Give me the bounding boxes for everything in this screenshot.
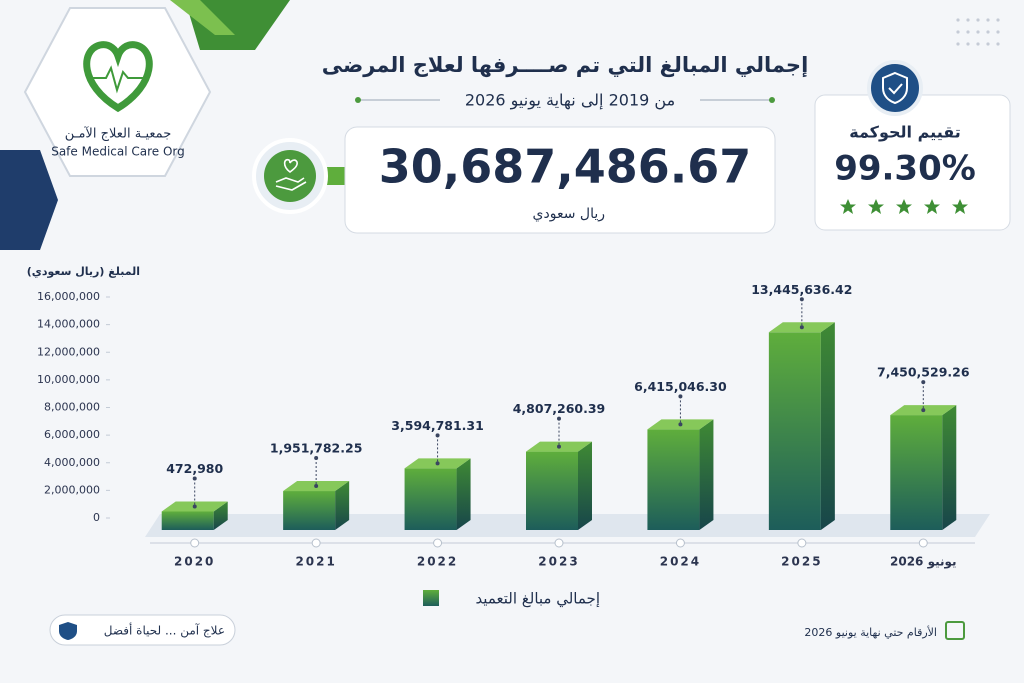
title: إجمالي المبالغ التي تم صــــرفها لعلاج ا… <box>322 53 809 78</box>
y-tick-label: 16,000,000 <box>37 290 100 303</box>
bar <box>768 322 835 530</box>
shield <box>882 71 908 105</box>
icon-hand <box>275 177 307 191</box>
bar-side <box>335 481 350 530</box>
value-label: 6,415,046.30 <box>634 379 727 394</box>
calendar-icon <box>945 621 965 640</box>
slogan-pill <box>49 614 236 646</box>
shield-icon <box>867 60 923 116</box>
currency: ريال سعودي <box>533 206 605 222</box>
bar-front <box>526 451 578 530</box>
leader-dot <box>921 408 926 413</box>
leader-dot <box>314 484 319 489</box>
total-card <box>344 126 776 234</box>
y-tick-label: 4,000,000 <box>44 456 100 469</box>
x-tick-label: 2024 <box>660 555 701 569</box>
value-label: 472,980 <box>166 461 223 476</box>
decor-dot <box>769 97 775 103</box>
y-tick-label: 0 <box>93 511 100 524</box>
bar <box>404 458 471 530</box>
x-tick-label: 2023 <box>538 555 579 569</box>
check <box>888 83 903 95</box>
leader-dot <box>192 476 197 481</box>
leader-dot <box>435 461 440 466</box>
total-value: 30,687,486.67 <box>379 140 752 194</box>
subtitle: من 2019 إلى نهاية يونيو 2026 <box>465 91 675 111</box>
leader-dot <box>921 380 926 385</box>
legend-label: إجمالي مبالغ التعميد <box>475 590 600 609</box>
leader-dot <box>678 394 683 399</box>
bar <box>283 481 350 530</box>
leader-dot <box>314 456 319 461</box>
x-tick <box>675 538 685 548</box>
slogan: علاج آمن ... لحياة أفضل <box>104 623 225 639</box>
dot-grid <box>956 18 1000 46</box>
slogan-shield <box>59 622 77 640</box>
governance-score: 99.30% <box>834 149 976 189</box>
x-tick-label: 2020 <box>174 555 215 569</box>
bar-front <box>404 468 457 530</box>
governance-label: تقييم الحوكمة <box>849 123 961 142</box>
x-tick <box>918 538 928 548</box>
bar-front <box>768 332 821 530</box>
x-tick-label: 2022 <box>417 555 458 569</box>
decor-strip <box>170 0 235 35</box>
icon-heart <box>283 158 298 174</box>
value-label: 3,594,781.31 <box>391 418 484 433</box>
y-tick-label: 2,000,000 <box>44 483 100 496</box>
x-tick-label: 2021 <box>295 555 336 569</box>
bar-front <box>161 511 214 530</box>
x-tick-label: 2025 <box>781 555 822 569</box>
bar-side <box>820 322 835 530</box>
x-tick <box>311 538 321 548</box>
plot: 0 2,000,000 4,000,000 6,000,000 8,000,000 10,… <box>37 282 970 609</box>
leader-dot <box>557 416 561 421</box>
leader-dot <box>192 504 197 509</box>
leader-dot <box>799 325 804 330</box>
x-tick <box>190 538 200 548</box>
bar <box>647 419 714 530</box>
y-tick-label: 12,000,000 <box>37 345 100 358</box>
y-tick-label: 8,000,000 <box>44 401 100 414</box>
org-name-en: Safe Medical Care Org <box>51 145 185 159</box>
icon-hand-heart <box>264 150 316 202</box>
footnote: الأرقام حتي نهاية يونيو 2026 <box>804 625 937 639</box>
bar-side <box>699 419 714 530</box>
logo-hexagon <box>23 7 212 177</box>
legend-swatch <box>423 590 439 606</box>
bar-front <box>647 429 700 530</box>
bar <box>161 501 228 530</box>
org-name-ar: جمعيـة العلاج الآمـن <box>65 126 171 142</box>
bar-side <box>942 405 957 530</box>
x-tick <box>797 538 807 548</box>
leader-dot <box>678 422 683 427</box>
value-label: 1,951,782.25 <box>270 441 363 456</box>
bar <box>526 441 592 530</box>
stars <box>840 199 968 214</box>
y-axis-label: المبلغ (ريال سعودي) <box>27 265 140 278</box>
value-label: 7,450,529.26 <box>877 365 970 380</box>
bar-side <box>578 441 592 530</box>
leader-dot <box>799 297 804 302</box>
leader-dot <box>435 433 440 438</box>
y-tick-label: 10,000,000 <box>37 373 100 386</box>
decor-hexagon <box>0 150 58 250</box>
y-tick-label: 14,000,000 <box>37 318 100 331</box>
leader-dot <box>557 444 561 449</box>
bar-side <box>213 501 228 530</box>
bar-front <box>283 491 336 530</box>
bar-side <box>456 458 471 530</box>
decor-dot <box>355 97 361 103</box>
logo-heart <box>83 41 153 113</box>
value-label: 13,445,636.42 <box>751 282 852 297</box>
x-tick <box>554 538 564 548</box>
y-tick-label: 6,000,000 <box>44 428 100 441</box>
x-tick <box>433 538 443 548</box>
x-tick-label: يونيو 2026 <box>890 555 957 570</box>
bar-front <box>890 415 943 530</box>
value-label: 4,807,260.39 <box>513 401 606 416</box>
bar <box>890 405 957 530</box>
